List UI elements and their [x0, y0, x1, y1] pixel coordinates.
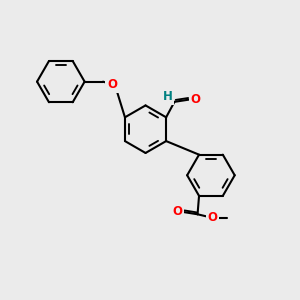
Text: O: O — [190, 93, 201, 106]
Text: O: O — [107, 78, 117, 91]
Text: O: O — [207, 212, 218, 224]
Text: H: H — [162, 90, 172, 103]
Text: O: O — [172, 206, 182, 218]
